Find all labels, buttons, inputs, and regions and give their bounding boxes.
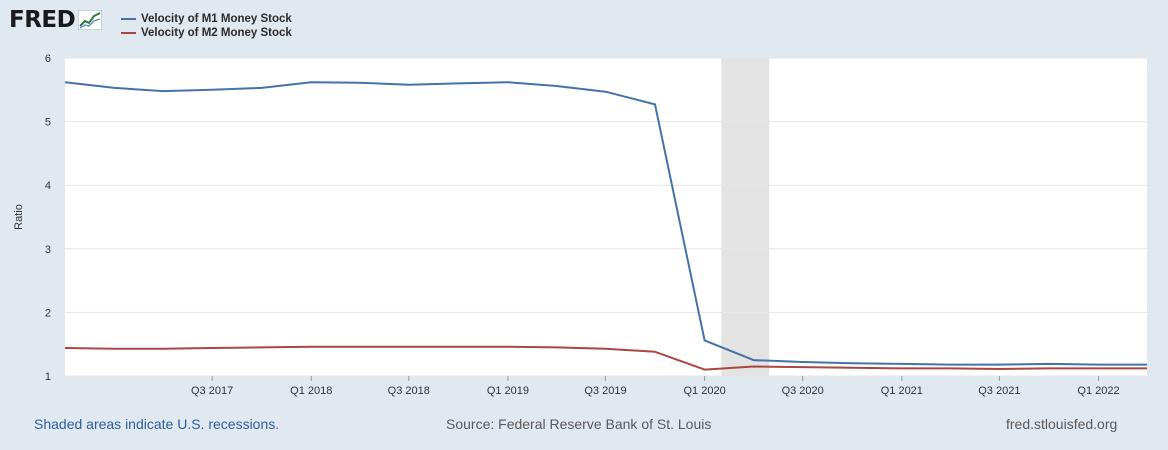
x-tick-label-2: Q3 2018	[388, 385, 430, 397]
fred-logo-text: FRED	[9, 7, 76, 33]
legend-label-m1: Velocity of M1 Money Stock	[141, 13, 292, 25]
legend-item-m1[interactable]: Velocity of M1 Money Stock	[121, 12, 292, 26]
x-tick-label-8: Q3 2021	[978, 385, 1020, 397]
chart-trend-icon	[78, 10, 103, 30]
y-tick-label-6: 6	[45, 53, 51, 65]
x-tick-label-7: Q1 2021	[881, 385, 923, 397]
y-tick-label-1: 1	[45, 371, 51, 383]
x-tick-label-5: Q1 2020	[684, 385, 726, 397]
recession-shading	[721, 58, 770, 376]
series-line-0[interactable]	[64, 81, 1147, 366]
y-tick-label-3: 3	[45, 244, 51, 256]
x-tick-label-4: Q3 2019	[584, 385, 626, 397]
x-tick-label-1: Q1 2018	[290, 385, 332, 397]
recession-note[interactable]: Shaded areas indicate U.S. recessions.	[34, 416, 280, 432]
y-tick-label-2: 2	[45, 307, 51, 319]
x-axis: Q3 2017 Q1 2018 Q3 2018 Q1 2019 Q3 2019 Q1 20…	[191, 376, 1120, 397]
grid-lines	[65, 57, 1147, 377]
legend-item-m2[interactable]: Velocity of M2 Money Stock	[121, 26, 292, 40]
legend-swatch-m2	[121, 32, 136, 34]
legend-swatch-m1	[121, 18, 136, 20]
recession-band-0	[721, 58, 770, 376]
y-tick-label-4: 4	[45, 180, 51, 192]
x-tick-label-3: Q1 2019	[487, 385, 529, 397]
source-note: Source: Federal Reserve Bank of St. Loui…	[446, 416, 712, 432]
legend-label-m2: Velocity of M2 Money Stock	[141, 27, 292, 39]
plot-area	[65, 58, 1147, 376]
x-tick-label-0: Q3 2017	[191, 385, 233, 397]
y-axis: 1 2 3 4 5 6	[45, 53, 51, 383]
fred-logo[interactable]: FRED	[9, 7, 103, 33]
y-axis-label: Ratio	[13, 204, 25, 230]
y-tick-label-5: 5	[45, 117, 51, 129]
x-tick-label-6: Q3 2020	[782, 385, 824, 397]
series-lines	[64, 81, 1147, 371]
x-tick-label-9: Q1 2022	[1077, 385, 1119, 397]
site-url[interactable]: fred.stlouisfed.org	[1006, 416, 1118, 432]
chart-legend: Velocity of M1 Money Stock Velocity of M…	[121, 12, 292, 40]
series-line-1[interactable]	[64, 345, 1147, 371]
